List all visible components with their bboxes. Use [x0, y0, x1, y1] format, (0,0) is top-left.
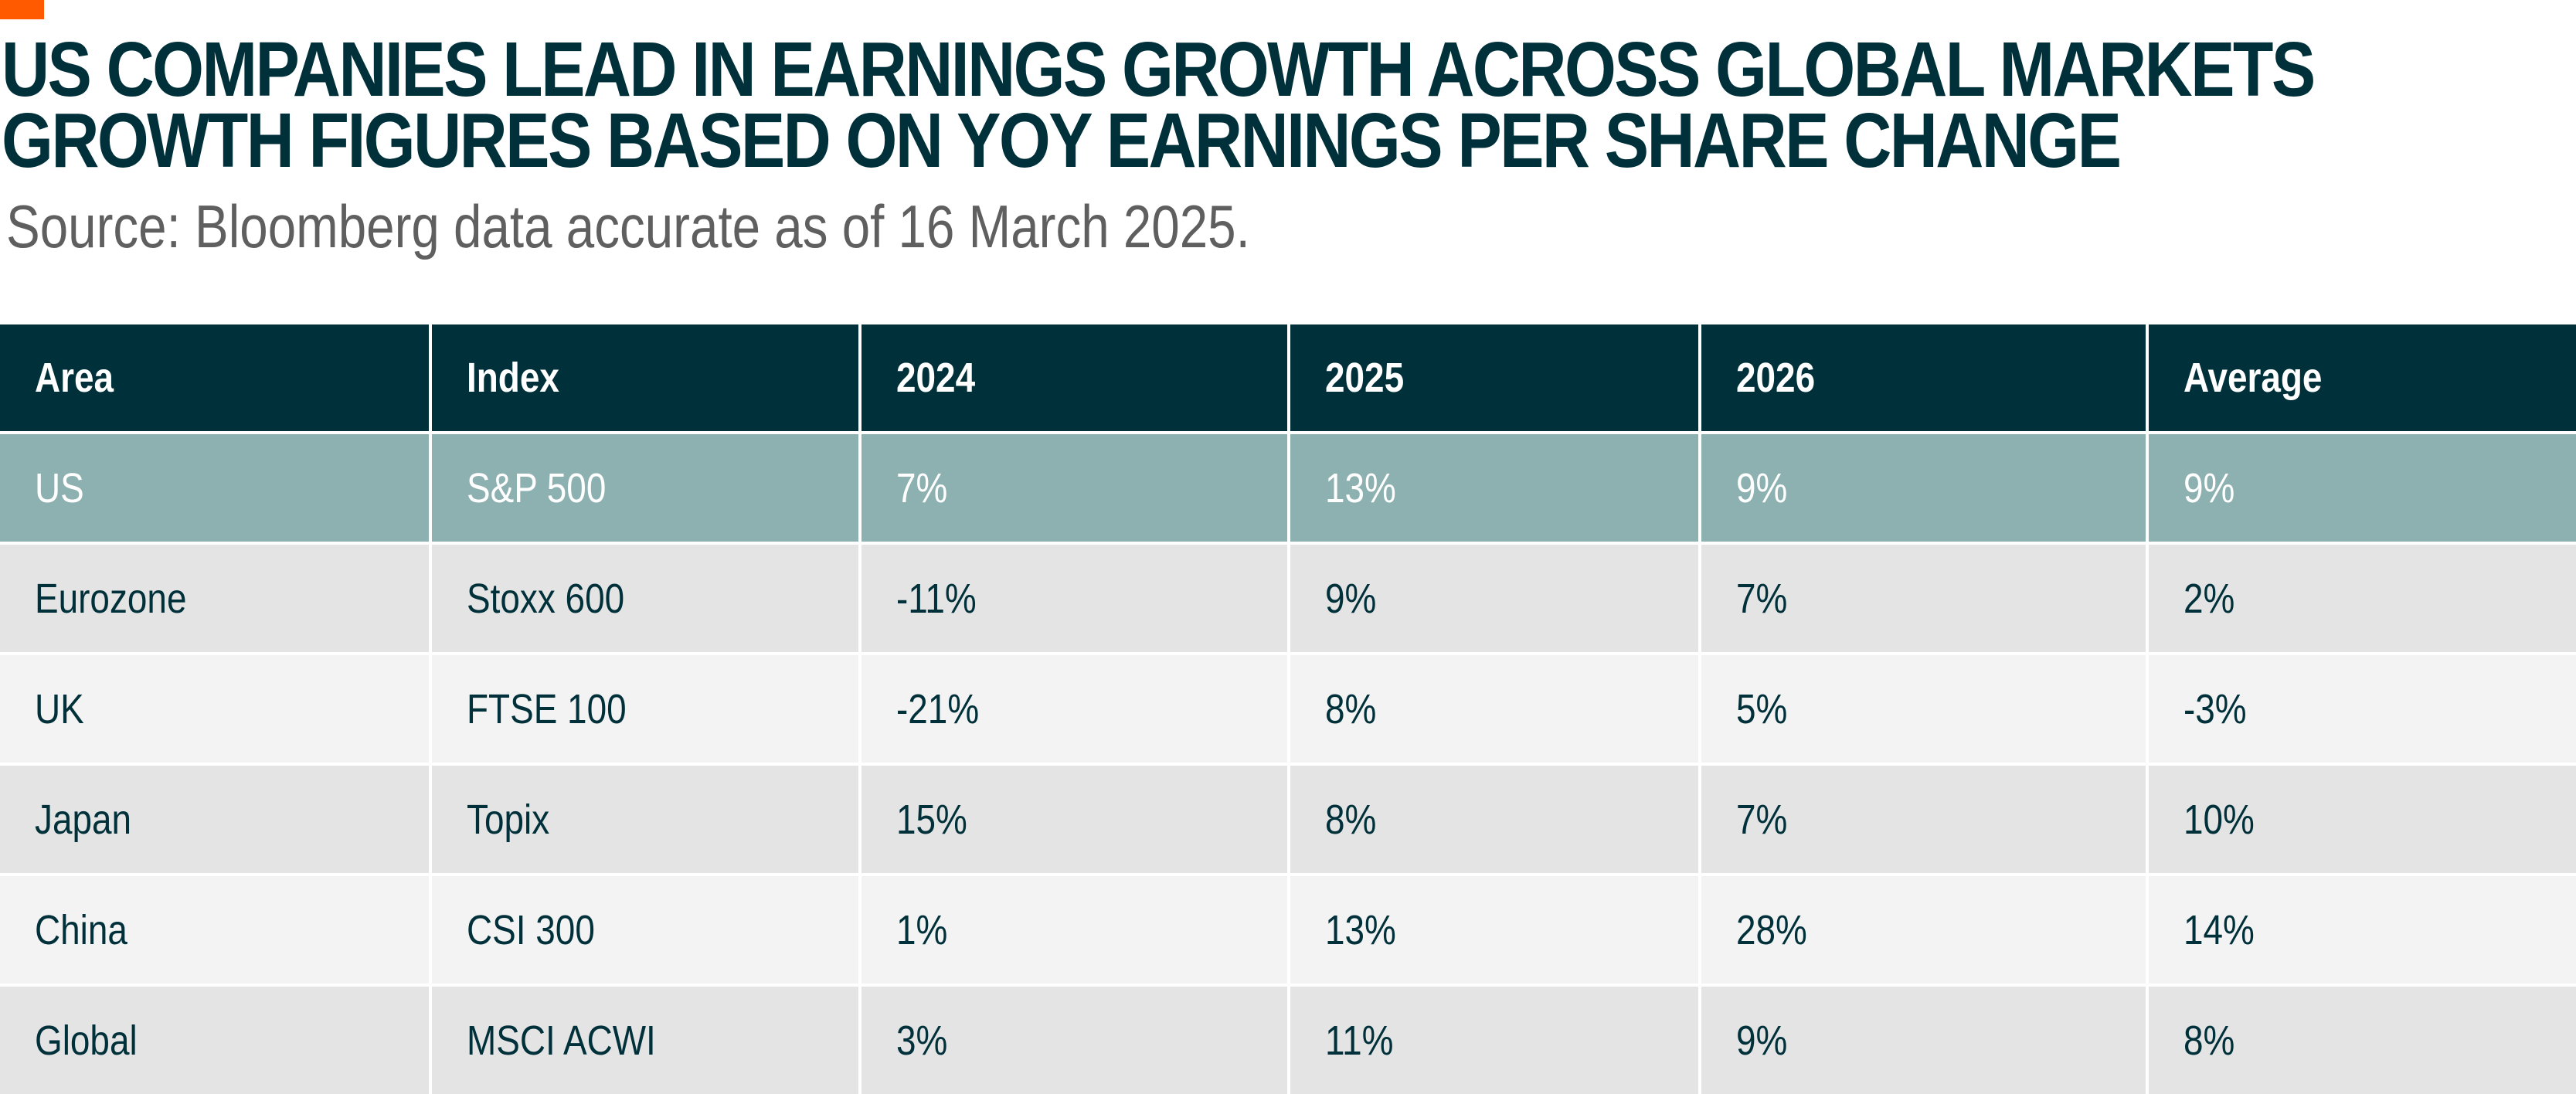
cell-value: 10%	[2183, 796, 2255, 843]
cell-value: -21%	[896, 685, 980, 732]
cell-value: 28%	[1736, 906, 1807, 953]
data-table: Area Index 2024 2025 2026 Average US S&P …	[0, 324, 2576, 1094]
table-cell-index: S&P 500	[429, 431, 860, 543]
column-header: Average	[2146, 324, 2576, 433]
table-row: UK FTSE 100 -21% 8% 5% -3%	[0, 652, 2576, 764]
cell-value: China	[35, 906, 127, 953]
chart-title: US COMPANIES LEAD IN EARNINGS GROWTH ACR…	[2, 26, 2316, 184]
table-cell-area: UK	[0, 652, 430, 764]
cell-value: 2%	[2183, 575, 2235, 622]
cell-value: S&P 500	[467, 464, 607, 511]
table-cell-index: MSCI ACWI	[429, 984, 860, 1094]
column-header-label: Index	[467, 355, 559, 401]
cell-value: 9%	[1736, 464, 1788, 511]
cell-value: Japan	[35, 796, 132, 843]
table-cell-2026: 28%	[1698, 873, 2147, 985]
table-cell-2024: 15%	[858, 763, 1289, 875]
cell-value: Global	[35, 1017, 138, 1064]
table-cell-2025: 11%	[1287, 984, 1700, 1094]
table-cell-area: Global	[0, 984, 430, 1094]
table-cell-average: 8%	[2146, 984, 2576, 1094]
cell-value: 7%	[1736, 575, 1788, 622]
cell-value: 8%	[1325, 685, 1377, 732]
table-cell-average: 9%	[2146, 431, 2576, 543]
cell-value: 1%	[896, 906, 948, 953]
table-body: US S&P 500 7% 13% 9% 9% Eurozone Stoxx 600 -11% 9…	[0, 431, 2576, 1094]
column-header: 2026	[1698, 324, 2147, 433]
cell-value: 13%	[1325, 906, 1396, 953]
cell-value: Eurozone	[35, 575, 187, 622]
column-header: Index	[429, 324, 860, 433]
cell-value: -3%	[2183, 685, 2247, 732]
table-cell-area: US	[0, 431, 430, 543]
column-header: 2024	[858, 324, 1289, 433]
column-header-label: 2025	[1325, 355, 1405, 401]
cell-value: 11%	[1325, 1017, 1394, 1064]
column-header: 2025	[1287, 324, 1700, 433]
table-cell-2024: 3%	[858, 984, 1289, 1094]
cell-value: 7%	[1736, 796, 1788, 843]
table-row: China CSI 300 1% 13% 28% 14%	[0, 873, 2576, 985]
column-header-label: 2024	[896, 355, 976, 401]
source-note: Source: Bloomberg data accurate as of 16…	[6, 192, 1250, 260]
cell-value: 15%	[896, 796, 967, 843]
table-cell-index: Stoxx 600	[429, 542, 860, 654]
cell-value: 8%	[2183, 1017, 2235, 1064]
cell-value: Stoxx 600	[467, 575, 625, 622]
column-header: Area	[0, 324, 430, 433]
table-cell-2025: 8%	[1287, 652, 1700, 764]
cell-value: 9%	[1736, 1017, 1788, 1064]
table-cell-2026: 9%	[1698, 984, 2147, 1094]
cell-value: CSI 300	[467, 906, 595, 953]
table-cell-average: 10%	[2146, 763, 2576, 875]
table-row: US S&P 500 7% 13% 9% 9%	[0, 431, 2576, 543]
cell-value: MSCI ACWI	[467, 1017, 656, 1064]
cell-value: 14%	[2183, 906, 2255, 953]
title-line-1: US COMPANIES LEAD IN EARNINGS GROWTH ACR…	[2, 26, 2316, 113]
table-cell-average: -3%	[2146, 652, 2576, 764]
table-row: Japan Topix 15% 8% 7% 10%	[0, 763, 2576, 875]
table-cell-index: FTSE 100	[429, 652, 860, 764]
accent-bar	[0, 0, 44, 19]
cell-value: FTSE 100	[467, 685, 627, 732]
column-header-label: 2026	[1736, 355, 1816, 401]
table-cell-2025: 13%	[1287, 431, 1700, 543]
cell-value: 8%	[1325, 796, 1377, 843]
column-header-label: Area	[35, 355, 114, 401]
table-cell-2024: 1%	[858, 873, 1289, 985]
cell-value: 5%	[1736, 685, 1788, 732]
cell-value: US	[35, 464, 84, 511]
cell-value: 13%	[1325, 464, 1396, 511]
table-cell-2026: 7%	[1698, 763, 2147, 875]
table-cell-area: Japan	[0, 763, 430, 875]
table-cell-area: Eurozone	[0, 542, 430, 654]
table-cell-2026: 7%	[1698, 542, 2147, 654]
table-row: Eurozone Stoxx 600 -11% 9% 7% 2%	[0, 542, 2576, 654]
title-line-2: GROWTH FIGURES BASED ON YOY EARNINGS PER…	[2, 97, 2122, 184]
table-cell-index: CSI 300	[429, 873, 860, 985]
table-cell-2025: 13%	[1287, 873, 1700, 985]
table-cell-2025: 8%	[1287, 763, 1700, 875]
table-cell-2024: -11%	[858, 542, 1289, 654]
cell-value: 3%	[896, 1017, 948, 1064]
cell-value: 9%	[2183, 464, 2235, 511]
table-cell-average: 14%	[2146, 873, 2576, 985]
table-header-row: Area Index 2024 2025 2026 Average	[0, 324, 2576, 433]
column-header-label: Average	[2183, 355, 2323, 401]
table-cell-area: China	[0, 873, 430, 985]
earnings-growth-table: Area Index 2024 2025 2026 Average US S&P …	[0, 324, 2576, 1094]
table-cell-2024: -21%	[858, 652, 1289, 764]
table-row: Global MSCI ACWI 3% 11% 9% 8%	[0, 984, 2576, 1094]
cell-value: UK	[35, 685, 84, 732]
table-cell-2026: 9%	[1698, 431, 2147, 543]
table-cell-average: 2%	[2146, 542, 2576, 654]
cell-value: Topix	[467, 796, 550, 843]
table-cell-2024: 7%	[858, 431, 1289, 543]
cell-value: 9%	[1325, 575, 1377, 622]
table-cell-2025: 9%	[1287, 542, 1700, 654]
cell-value: -11%	[896, 575, 977, 622]
cell-value: 7%	[896, 464, 948, 511]
table-cell-2026: 5%	[1698, 652, 2147, 764]
table-cell-index: Topix	[429, 763, 860, 875]
